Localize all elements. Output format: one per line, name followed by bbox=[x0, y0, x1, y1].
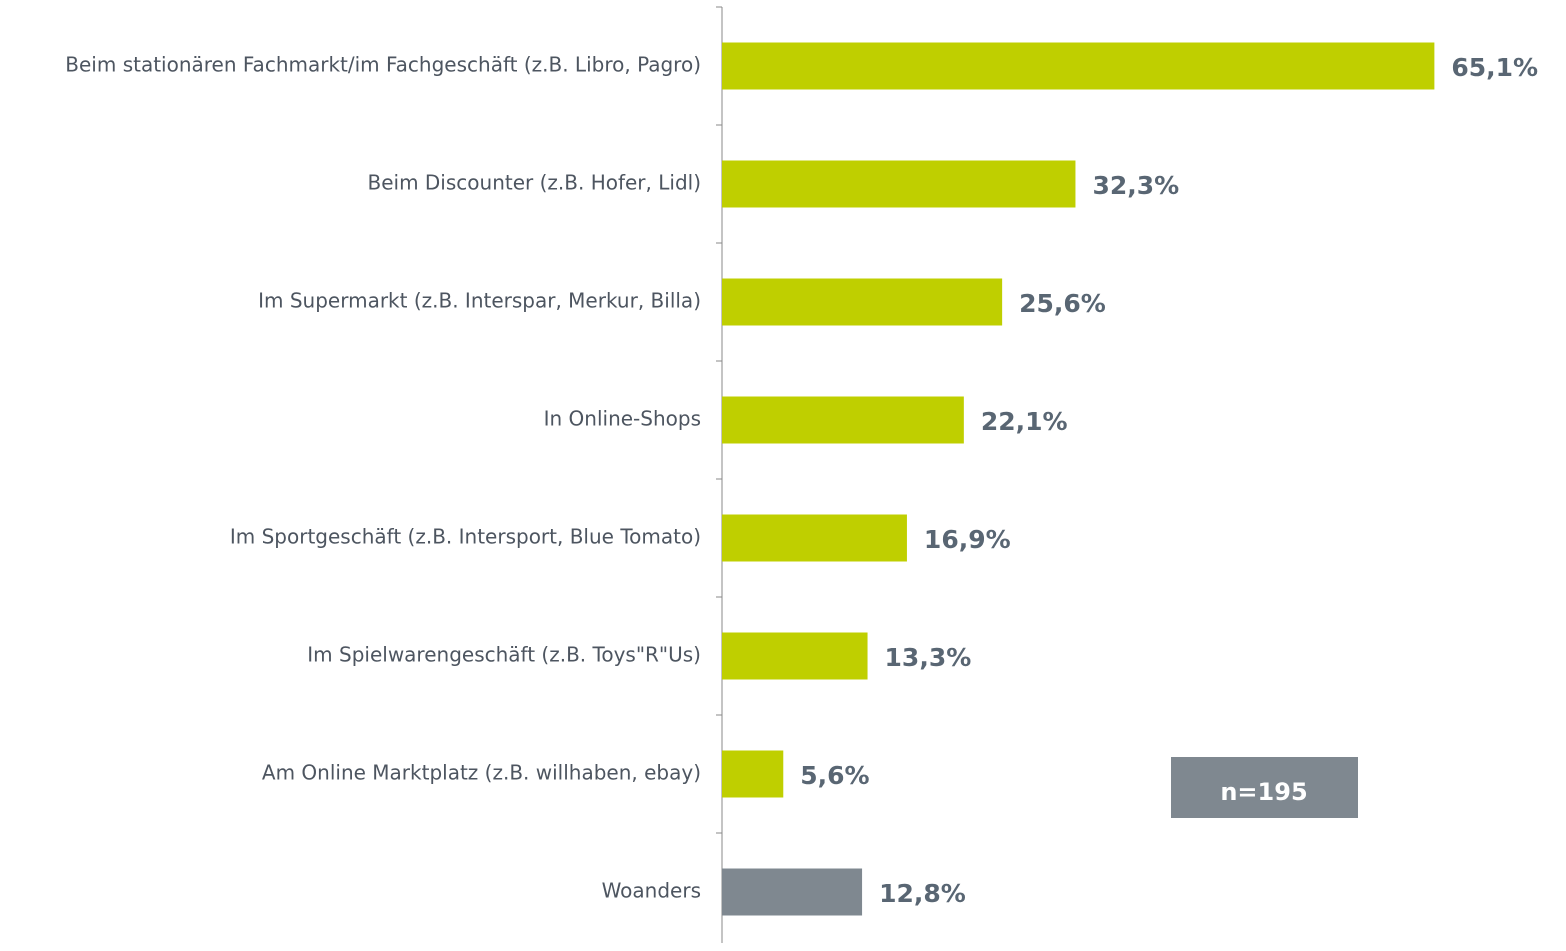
bar bbox=[722, 161, 1075, 208]
page: n=195 Beim stationären Fachmarkt/im Fach… bbox=[0, 0, 1566, 951]
value-label: 16,9% bbox=[924, 525, 1011, 554]
bar bbox=[722, 397, 964, 444]
chart: n=195 Beim stationären Fachmarkt/im Fach… bbox=[0, 0, 1566, 951]
bar bbox=[722, 869, 862, 916]
annotation: n=195 bbox=[1220, 778, 1307, 806]
bar bbox=[722, 633, 868, 680]
value-label: 22,1% bbox=[981, 407, 1068, 436]
category-label: Beim stationären Fachmarkt/im Fachgeschä… bbox=[65, 53, 701, 77]
bar bbox=[722, 751, 783, 798]
category-label: Am Online Marktplatz (z.B. willhaben, eb… bbox=[262, 761, 701, 785]
category-label: In Online-Shops bbox=[544, 407, 701, 431]
category-label: Im Spielwarengeschäft (z.B. Toys"R"Us) bbox=[307, 643, 701, 667]
bar bbox=[722, 515, 907, 562]
bar bbox=[722, 43, 1434, 90]
value-label: 13,3% bbox=[885, 643, 972, 672]
bar bbox=[722, 279, 1002, 326]
category-label: Im Supermarkt (z.B. Interspar, Merkur, B… bbox=[258, 289, 701, 313]
category-label: Beim Discounter (z.B. Hofer, Lidl) bbox=[367, 171, 701, 195]
value-label: 65,1% bbox=[1451, 53, 1538, 82]
value-label: 12,8% bbox=[879, 879, 966, 908]
value-label: 5,6% bbox=[800, 761, 869, 790]
category-label: Woanders bbox=[602, 879, 701, 903]
value-label: 25,6% bbox=[1019, 289, 1106, 318]
category-label: Im Sportgeschäft (z.B. Intersport, Blue … bbox=[230, 525, 701, 549]
value-label: 32,3% bbox=[1092, 171, 1179, 200]
